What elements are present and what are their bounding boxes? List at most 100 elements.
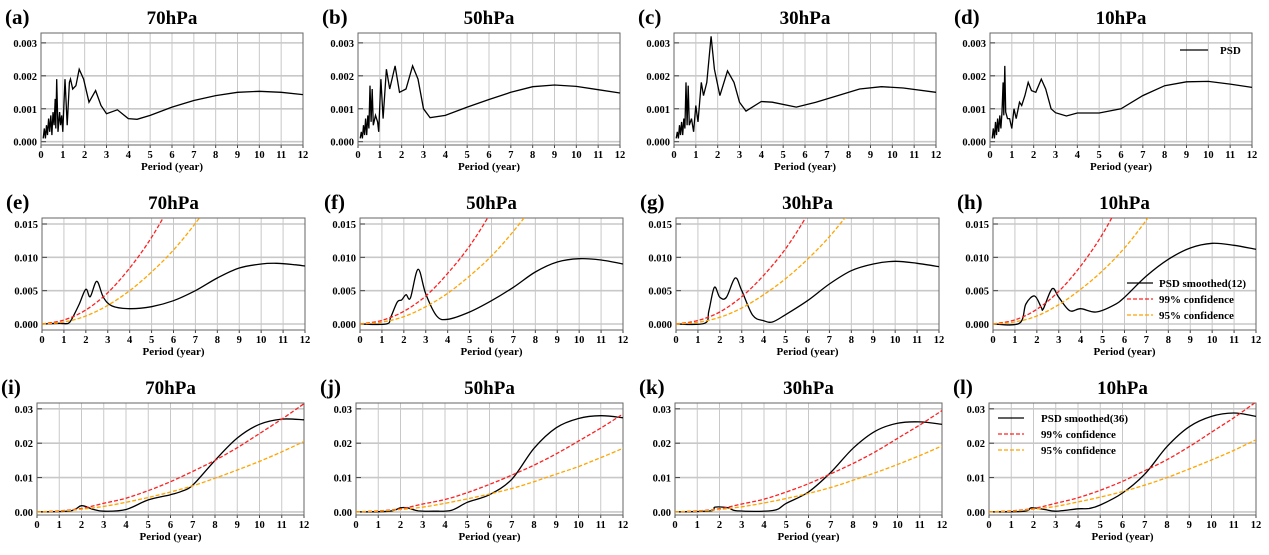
x-tick-label: 12 [937,520,948,531]
subplot-g: 0 1 2 3 4 5 6 7 8 9 10 11 120.0000.0050.0100.01530hP… [640,190,944,358]
y-tick-label: 0.010 [965,253,989,264]
panel-label: (d) [954,5,980,29]
y-tick-label: 0.002 [962,72,986,83]
subplot-title: 50hPa [464,378,515,399]
psd-line [359,63,620,139]
x-tick-label: 9 [555,335,560,346]
legend: PSD smoothed(12) 99% confidence 95% confid… [1127,278,1246,322]
x-tick-label: 12 [298,150,309,161]
x-tick-label: 9 [1187,520,1192,531]
plot-frame [40,32,304,146]
y-tick-label: 0.015 [332,220,356,231]
series-group [991,65,1252,139]
x-tick-label: 7 [828,520,833,531]
x-tick-label: 9 [554,520,559,531]
x-tick-label: 3 [739,335,744,346]
x-tick-label: 2 [401,335,406,346]
x-tick-label: 12 [300,335,311,346]
panel-label: (b) [322,5,348,29]
subplot-title: 30hPa [782,193,833,214]
x-tick-label: 4 [759,150,765,161]
x-tick-label: 3 [420,520,425,531]
x-tick-label: 3 [1056,335,1061,346]
x-tick-label: 7 [193,335,198,346]
y-tick-label: 0.010 [332,253,356,264]
x-tick-label: 1 [376,520,381,531]
x-tick-label: 7 [824,150,829,161]
confidence-99-line [37,403,304,513]
x-tick-label: 6 [487,520,492,531]
legend: PSD smoothed(36) 99% confidence 95% confid… [998,413,1128,457]
x-tick-label: 3 [104,150,109,161]
panel-label: (k) [639,375,665,399]
legend-label: 99% confidence [1041,429,1116,441]
y-tick-label: 0.001 [330,105,354,116]
subplot-title: 70hPa [148,193,199,214]
x-tick-label: 5 [1100,335,1105,346]
x-tick-label: 5 [465,520,470,531]
x-tick-label: 6 [171,335,176,346]
x-tick-label: 3 [1053,520,1058,531]
plot-frame [41,217,306,331]
x-tick-label: 8 [850,520,855,531]
x-tick-label: 7 [511,335,516,346]
x-tick-label: 9 [868,150,873,161]
x-axis-label: Period (year) [461,346,523,358]
series-group [989,403,1256,513]
panel-label: (j) [320,375,341,399]
y-tick-label: 0.03 [967,405,985,416]
x-tick-label: 8 [1164,520,1169,531]
y-tick-label: 0.015 [14,220,38,231]
x-tick-label: 1 [695,335,700,346]
x-tick-label: 3 [421,150,426,161]
plot-frame [359,217,624,331]
confidence-99-line [42,218,164,325]
subplot-i: 0 1 2 3 4 5 6 7 8 9 10 11 120.000.010.020.0370hPa(i)… [1,375,309,543]
x-tick-label: 9 [1184,150,1189,161]
series-group [360,218,623,326]
x-axis-label: Period (year) [459,531,521,543]
x-tick-label: 5 [146,520,151,531]
x-tick-label: 11 [276,150,286,161]
x-tick-label: 2 [82,150,87,161]
subplot-title: 50hPa [464,8,515,29]
x-tick-label: 5 [783,335,788,346]
y-tick-label: 0.00 [967,508,985,519]
x-tick-label: 8 [530,150,535,161]
legend: PSD [1180,45,1241,57]
y-tick-label: 0.000 [965,320,989,331]
y-tick-label: 0.00 [653,508,671,519]
x-axis-label: Period (year) [1094,346,1156,358]
x-tick-label: 6 [806,520,811,531]
x-tick-label: 4 [761,335,767,346]
series-group [993,218,1256,326]
x-tick-label: 4 [1078,335,1084,346]
x-tick-label: 10 [1207,335,1218,346]
x-tick-label: 4 [761,520,767,531]
y-tick-label: 0.001 [13,105,37,116]
x-tick-label: 8 [846,150,851,161]
confidence-99-line [993,218,1113,325]
x-tick-label: 12 [1251,520,1262,531]
x-tick-label: 4 [443,150,449,161]
psd-line [993,242,1256,326]
psd-line [42,67,303,139]
series-group [359,63,620,139]
y-tick-label: 0.002 [330,72,354,83]
x-tick-label: 6 [1120,520,1125,531]
legend-label: 99% confidence [1159,294,1234,306]
x-tick-label: 6 [486,150,491,161]
x-tick-label: 6 [1118,150,1123,161]
x-tick-label: 6 [169,150,174,161]
subplot-a: 0 1 2 3 4 5 6 7 8 9 10 11 120.0000.0010.0020.00370hP… [5,5,308,173]
x-tick-label: 10 [892,520,903,531]
x-axis-label: Period (year) [777,346,839,358]
panel-label: (g) [640,190,665,214]
y-tick-label: 0.003 [646,39,670,50]
x-tick-label: 10 [887,150,898,161]
x-tick-label: 10 [254,150,265,161]
x-axis-label: Period (year) [141,161,203,173]
x-tick-label: 6 [1122,335,1127,346]
legend-label: PSD smoothed(36) [1041,413,1128,425]
x-tick-label: 4 [126,150,132,161]
